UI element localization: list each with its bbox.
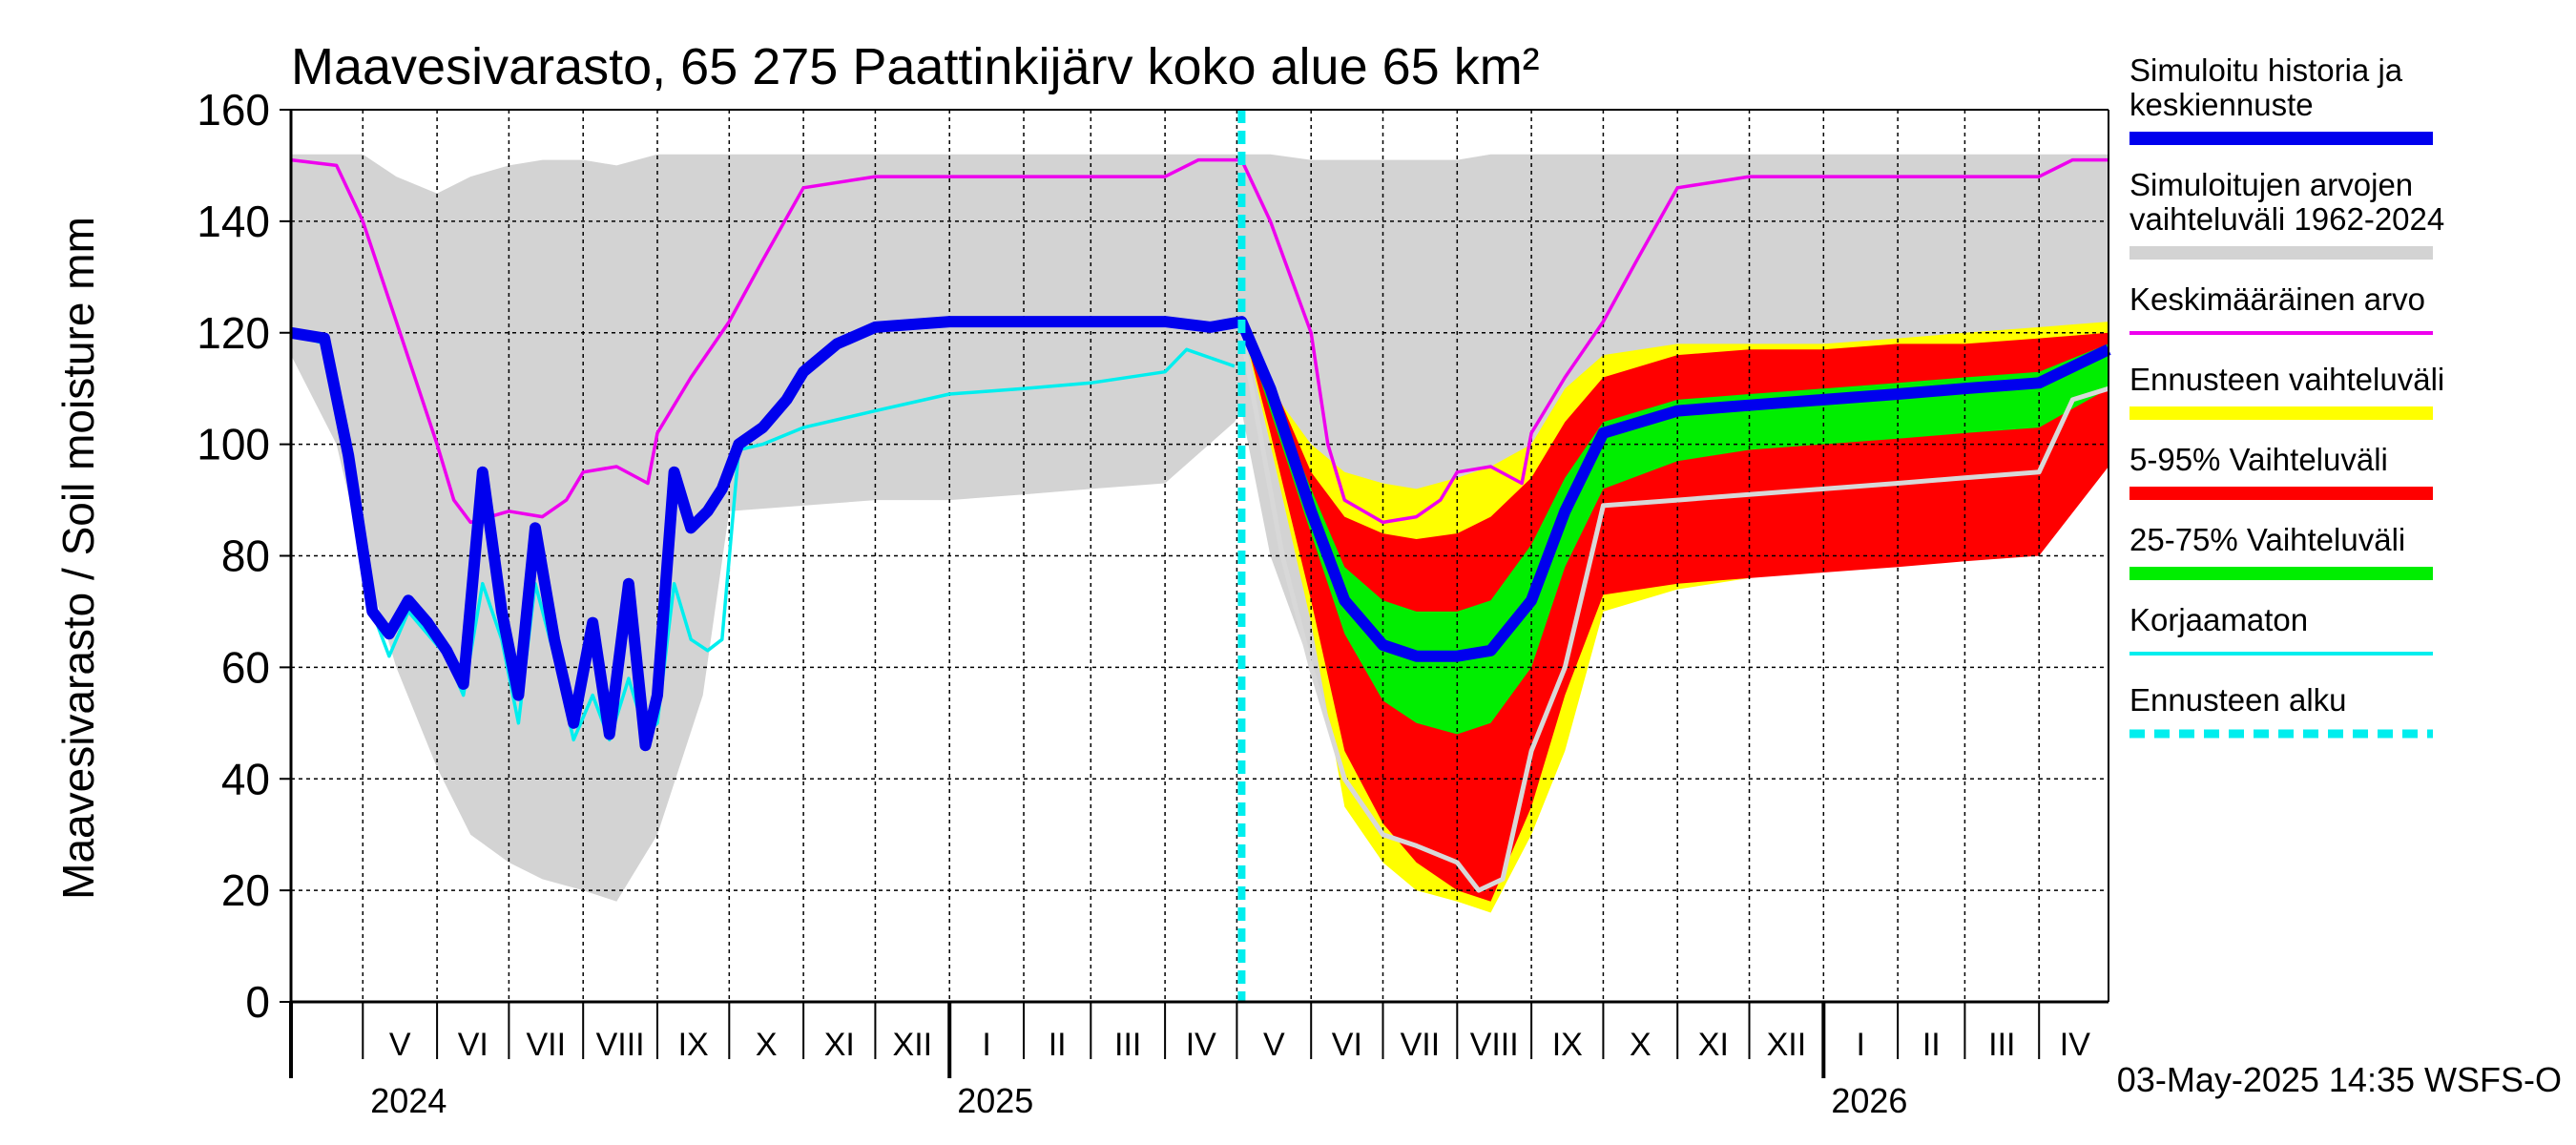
month-label: VI: [1332, 1027, 1362, 1063]
y-tick-label: 100: [197, 420, 270, 469]
month-label: II: [1049, 1027, 1067, 1063]
y-tick-label: 60: [221, 642, 270, 692]
series-line-1: [290, 331, 1236, 742]
month-label: XII: [1767, 1027, 1807, 1063]
y-tick-label: 80: [221, 531, 270, 581]
month-label: IX: [678, 1027, 709, 1063]
band-2: [1241, 316, 2109, 902]
y-tick-label: 0: [245, 977, 270, 1027]
legend-label: Simuloitu historia ja: [2129, 52, 2403, 88]
timestamp-footer: 03-May-2025 14:35 WSFS-O: [2117, 1060, 2562, 1099]
legend-label: Keskimääräinen arvo: [2129, 281, 2425, 317]
bands-layer: [291, 154, 2109, 913]
band-3: [1241, 316, 2109, 735]
month-label: I: [1857, 1027, 1865, 1063]
grid-layer: [291, 110, 2109, 1002]
axes-layer: [280, 109, 2109, 1078]
labels-layer: Maavesivarasto, 65 275 Paattinkijärv kok…: [53, 38, 2562, 1120]
series-line-3: [290, 316, 2111, 752]
month-label: X: [756, 1027, 778, 1063]
month-label: IX: [1552, 1027, 1583, 1063]
lines-layer: [290, 157, 2111, 893]
month-label: VI: [458, 1027, 488, 1063]
legend-label: Simuloitujen arvojen: [2129, 167, 2413, 202]
month-label: V: [1263, 1027, 1285, 1063]
month-label: XI: [1698, 1027, 1729, 1063]
y-tick-label: 40: [221, 754, 270, 803]
series-line-2: [1238, 332, 2109, 893]
month-label: IV: [2060, 1027, 2090, 1063]
legend-label: 5-95% Vaihteluväli: [2129, 442, 2388, 477]
month-label: VII: [527, 1027, 567, 1063]
month-label: X: [1630, 1027, 1652, 1063]
y-tick-label: 20: [221, 865, 270, 915]
month-label: I: [982, 1027, 990, 1063]
legend-label: keskiennuste: [2129, 87, 2314, 122]
y-tick-label: 120: [197, 308, 270, 358]
band-0: [291, 154, 2109, 902]
year-label: 2025: [957, 1081, 1033, 1120]
month-label: VIII: [1470, 1027, 1519, 1063]
legend-label: Ennusteen alku: [2129, 682, 2347, 718]
month-label: V: [389, 1027, 411, 1063]
month-label: XI: [824, 1027, 855, 1063]
year-label: 2024: [370, 1081, 447, 1120]
month-label: II: [1922, 1027, 1941, 1063]
legend-label: Ennusteen vaihteluväli: [2129, 362, 2444, 397]
chart-title: Maavesivarasto, 65 275 Paattinkijärv kok…: [291, 38, 1540, 95]
month-label: XII: [893, 1027, 933, 1063]
y-axis-label: Maavesivarasto / Soil moisture mm: [53, 217, 103, 900]
legend-label: vaihteluväli 1962-2024: [2129, 201, 2444, 237]
month-label: VII: [1401, 1027, 1441, 1063]
y-tick-label: 160: [197, 85, 270, 135]
legend-label: Korjaamaton: [2129, 602, 2308, 637]
month-label: III: [1988, 1027, 2015, 1063]
month-label: III: [1114, 1027, 1141, 1063]
series-line-0: [290, 157, 2109, 525]
month-label: VIII: [596, 1027, 645, 1063]
y-tick-label: 140: [197, 197, 270, 246]
month-label: IV: [1186, 1027, 1216, 1063]
year-label: 2026: [1831, 1081, 1907, 1120]
legend-label: 25-75% Vaihteluväli: [2129, 522, 2405, 557]
